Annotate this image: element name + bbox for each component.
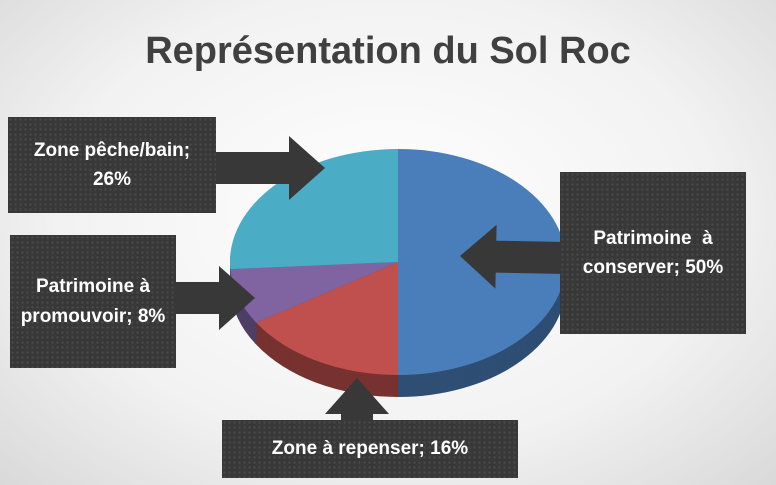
callout-arrow [170, 266, 255, 330]
data-label: Zone à repenser; 16% [222, 420, 518, 478]
callout-arrow [210, 136, 325, 200]
data-label: Patrimoine à conserver; 50% [560, 172, 746, 334]
slice [230, 262, 398, 323]
data-label: Zone pêche/bain; 26% [8, 117, 216, 213]
chart-title: Représentation du Sol Roc [145, 30, 631, 72]
data-label: Patrimoine à promouvoir; 8% [10, 235, 176, 368]
callout-arrow [460, 224, 566, 289]
callout-arrow [325, 378, 389, 425]
slice [230, 149, 398, 270]
slice [256, 262, 398, 375]
